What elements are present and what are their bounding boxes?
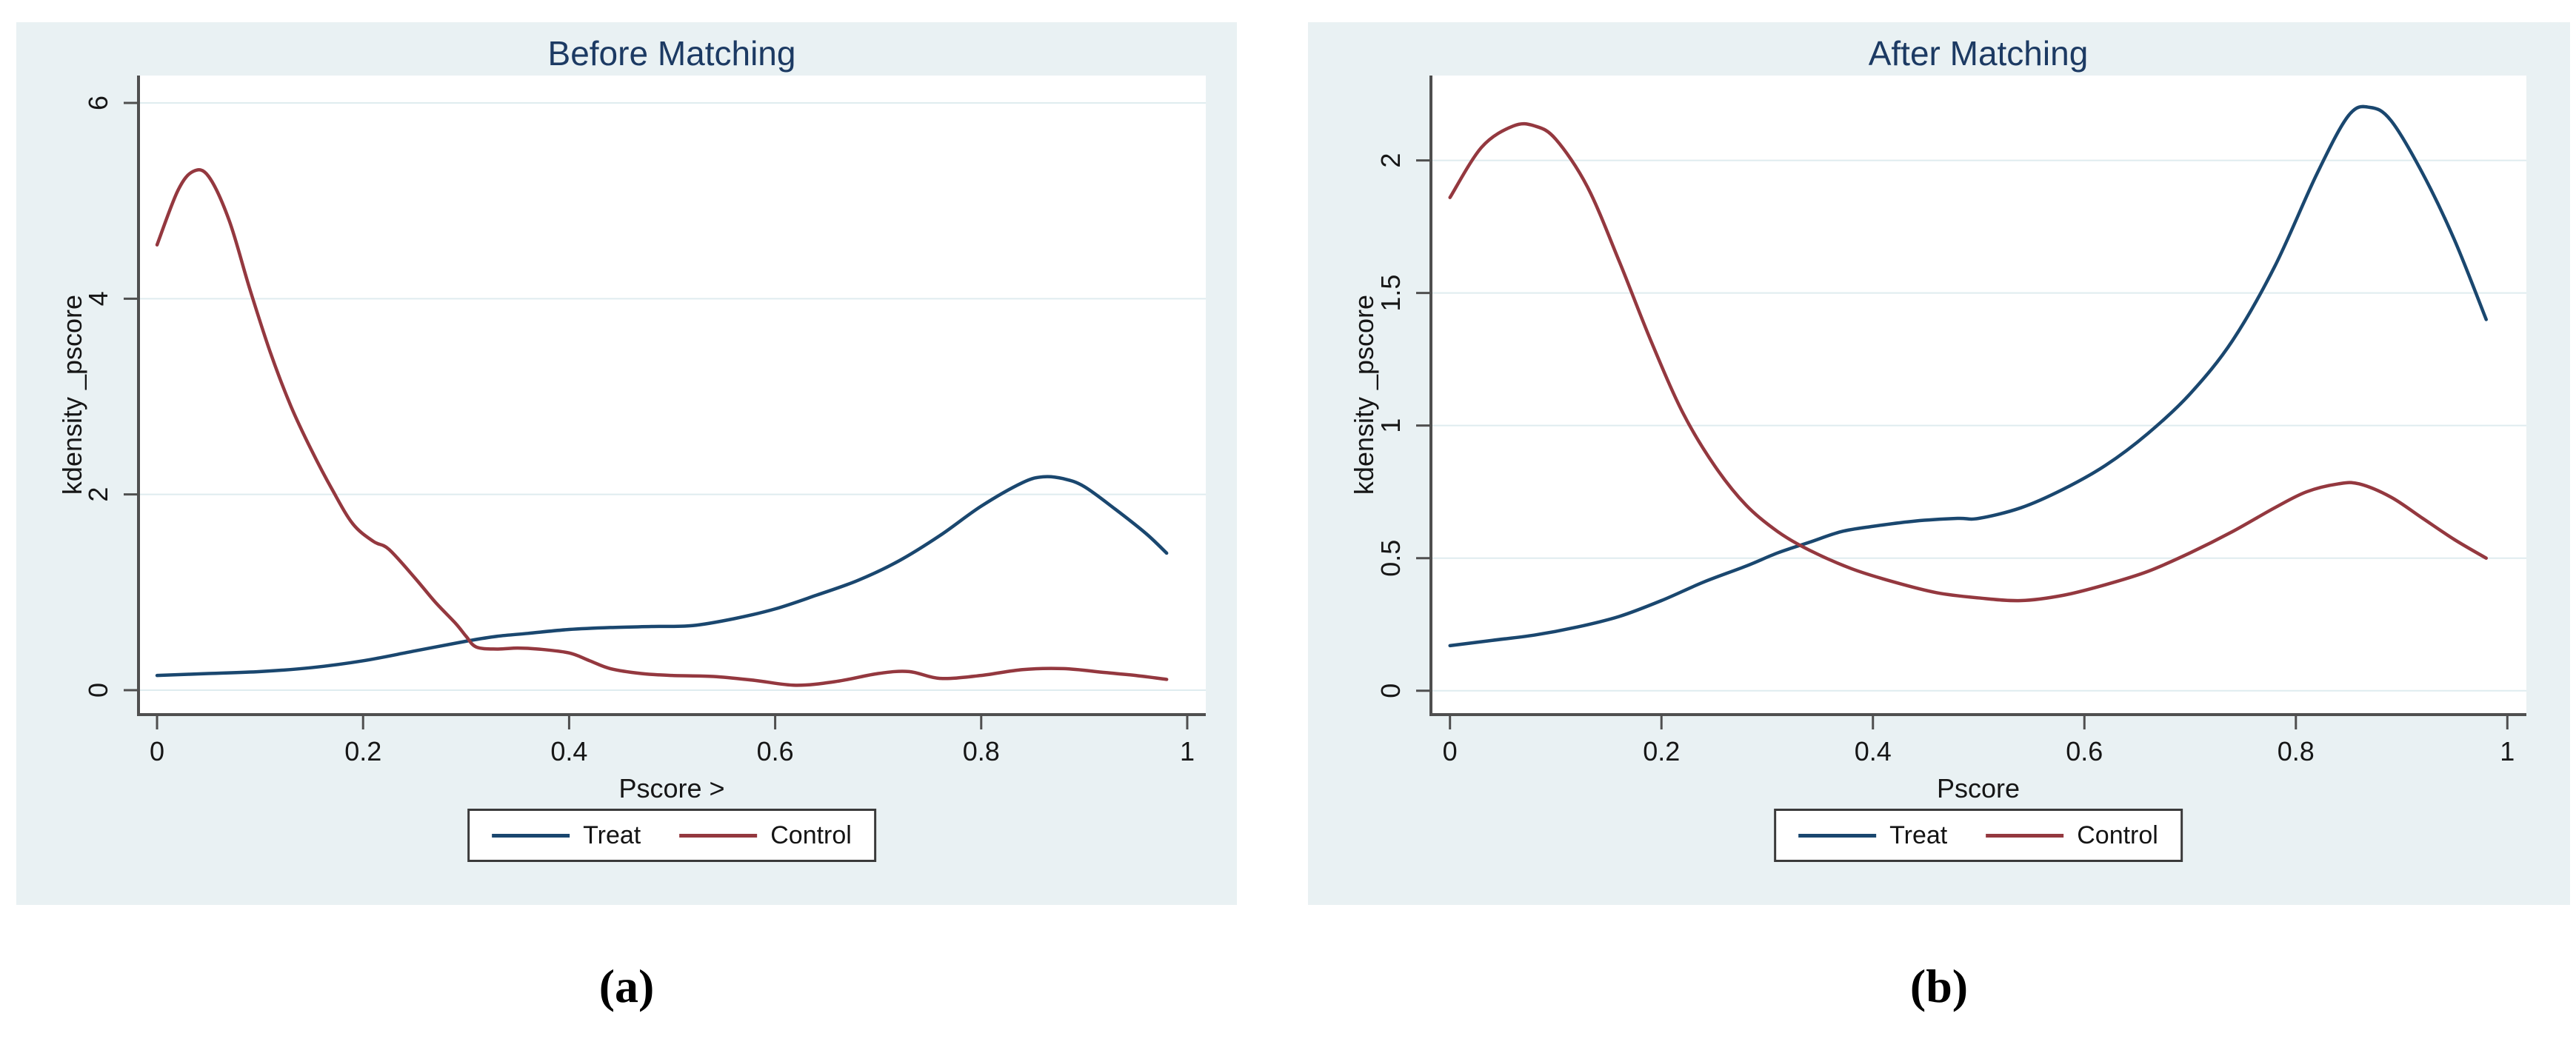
plot-area: [1431, 76, 2526, 715]
plot-layers-b: 0 0.5 1 1.5 2 0 0.2 0.4 0.6 0.8 1: [1375, 76, 2526, 766]
control-line-swatch: [1986, 833, 2064, 838]
panel-title: Before Matching: [548, 34, 796, 73]
y-tick-label: 1.5: [1375, 275, 1406, 312]
x-tick-label: 0.4: [1855, 736, 1892, 766]
y-tick-label: 6: [83, 96, 113, 110]
panel-after-matching: 0 0.5 1 1.5 2 0 0.2 0.4 0.6 0.8 1 After Matching P…: [1308, 22, 2570, 905]
treat-line-swatch: [1798, 833, 1877, 838]
y-axis-label: kdensity _pscore: [57, 295, 87, 495]
y-tick-label: 2: [83, 487, 113, 502]
x-tick-label: 0.4: [550, 736, 587, 766]
series-line-treat: [1448, 104, 2488, 648]
x-tick-label: 0.6: [757, 736, 794, 766]
x-axis-label: Pscore >: [618, 773, 724, 803]
series-line-control: [155, 168, 1169, 687]
legend-label-treat: Treat: [1889, 821, 1948, 849]
legend-label-control: Control: [2077, 821, 2158, 849]
x-tick-label: 0.6: [2066, 736, 2103, 766]
legend-item-treat: Treat: [1798, 823, 1947, 848]
before-matching-plot: 0 2 4 6 0 0.2 0.4 0.6 0.8 1 Before Matching Pscor…: [57, 34, 1206, 803]
caption-b: (b): [1909, 960, 1969, 1012]
caption-a: (a): [598, 960, 655, 1012]
y-tick-label: 0: [83, 683, 113, 698]
x-tick-label: 1: [2500, 736, 2515, 766]
plot-area: [139, 76, 1206, 715]
x-tick-label: 0.8: [963, 736, 1000, 766]
legend: Treat Control: [1774, 809, 2183, 862]
x-tick-label: 1: [1180, 736, 1195, 766]
x-tick-label: 0.2: [344, 736, 381, 766]
treat-line-swatch: [492, 833, 570, 838]
legend: Treat Control: [467, 809, 876, 862]
panel-title: After Matching: [1869, 34, 2089, 73]
x-tick-label: 0.8: [2278, 736, 2315, 766]
y-tick-label: 2: [1375, 153, 1406, 168]
y-tick-label: 0: [1375, 684, 1406, 698]
control-line-swatch: [679, 833, 758, 838]
panel-before-matching: 0 2 4 6 0 0.2 0.4 0.6 0.8 1 Before Matching Pscor…: [16, 22, 1237, 905]
plot-layers-a: 0 2 4 6 0 0.2 0.4 0.6 0.8 1: [83, 76, 1206, 766]
series-line-treat: [155, 475, 1169, 678]
x-tick-label: 0: [1443, 736, 1458, 766]
after-matching-plot: 0 0.5 1 1.5 2 0 0.2 0.4 0.6 0.8 1 After Matching P…: [1349, 34, 2526, 803]
y-tick-label: 4: [83, 291, 113, 306]
legend-label-control: Control: [770, 821, 852, 849]
legend-item-control: Control: [679, 823, 852, 848]
y-axis-label: kdensity _pscore: [1349, 295, 1379, 495]
legend-label-treat: Treat: [583, 821, 641, 849]
x-tick-label: 0.2: [1643, 736, 1680, 766]
y-tick-label: 1: [1375, 418, 1406, 433]
legend-item-control: Control: [1986, 823, 2158, 848]
x-axis-label: Pscore: [1937, 773, 2020, 803]
y-tick-label: 0.5: [1375, 540, 1406, 577]
x-tick-label: 0: [150, 736, 164, 766]
legend-item-treat: Treat: [492, 823, 641, 848]
series-line-control: [1448, 121, 2488, 603]
